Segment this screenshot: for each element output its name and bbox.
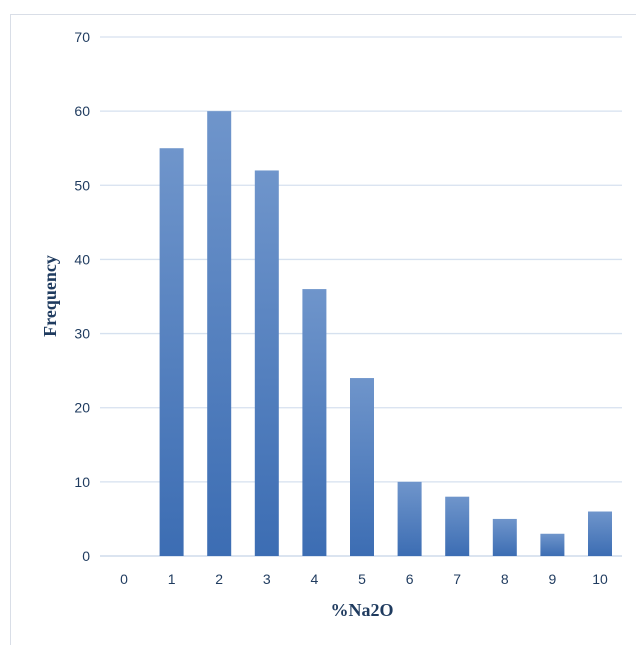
y-tick-label: 60: [74, 103, 90, 119]
x-tick-label: 6: [406, 571, 414, 587]
x-tick-label: 8: [501, 571, 509, 587]
y-tick-label: 70: [74, 29, 90, 45]
bars: [159, 111, 612, 557]
y-tick-label: 40: [74, 251, 90, 267]
bar-1: [159, 148, 184, 556]
x-tick-label: 2: [215, 571, 223, 587]
x-axis-title: %Na2O: [331, 600, 394, 620]
bar-10: [588, 511, 612, 556]
x-tick-label: 3: [263, 571, 271, 587]
x-tick-label: 10: [592, 571, 608, 587]
y-tick-label: 0: [82, 548, 90, 564]
y-tick-label: 50: [74, 177, 90, 193]
x-axis-ticks: 0 1 2 3 4 5 6 7 8 9 10: [120, 571, 608, 587]
y-axis-ticks: 0 10 20 30 40 50 60 70: [74, 29, 90, 564]
bar-3: [254, 170, 279, 556]
bar-7: [445, 496, 470, 556]
y-tick-label: 20: [74, 400, 90, 416]
bar-9: [540, 533, 565, 556]
y-axis-title: Frequency: [40, 255, 60, 337]
chart-frame: [10, 14, 636, 645]
x-tick-label: 7: [453, 571, 461, 587]
x-tick-label: 1: [168, 571, 176, 587]
y-tick-label: 10: [74, 474, 90, 490]
x-tick-label: 0: [120, 571, 128, 587]
x-tick-label: 9: [549, 571, 557, 587]
bar-4: [302, 289, 327, 556]
bar-8: [492, 518, 517, 556]
x-tick-label: 4: [311, 571, 319, 587]
x-tick-label: 5: [358, 571, 366, 587]
y-tick-label: 30: [74, 326, 90, 342]
bar-5: [350, 378, 374, 556]
bar-2: [207, 111, 232, 557]
bar-6: [397, 481, 422, 556]
